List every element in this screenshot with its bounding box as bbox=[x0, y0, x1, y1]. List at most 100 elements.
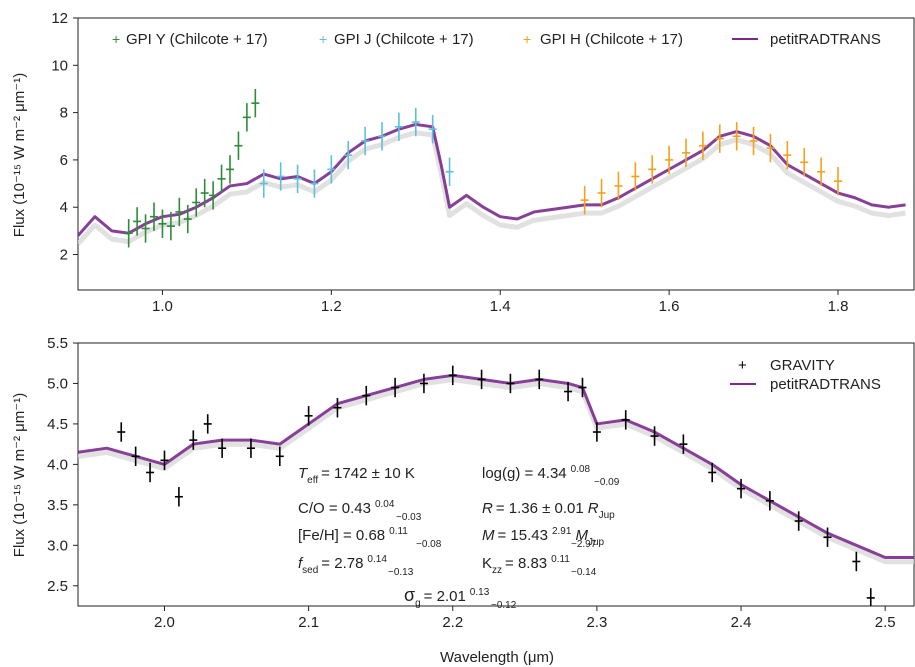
top-x-tick-label: 1.0 bbox=[152, 298, 173, 315]
gpi-h-chilcote-17-data-point bbox=[766, 133, 775, 163]
gravity-data-point bbox=[506, 373, 515, 394]
gravity-data-point bbox=[362, 385, 371, 406]
gpi-y-chilcote-17-data-point bbox=[226, 155, 234, 184]
gpi-j-chilcote-17-data-point bbox=[361, 126, 370, 156]
bottom-y-tick-label: 3.5 bbox=[47, 497, 68, 514]
gravity-data-point bbox=[737, 478, 746, 499]
gravity-data-point bbox=[419, 373, 428, 394]
gpi-h-chilcote-17-data-point bbox=[732, 122, 741, 151]
gravity-data-point bbox=[621, 410, 630, 430]
param-kzz: Kzz = 8.83 0.11 bbox=[482, 554, 570, 576]
gravity-data-point bbox=[448, 365, 457, 386]
gravity-data-point bbox=[391, 377, 400, 398]
gpi-h-chilcote-17-data-point bbox=[614, 171, 623, 201]
gpi-y-chilcote-17-data-point bbox=[192, 188, 201, 217]
bottom-x-tick-label: 2.3 bbox=[586, 614, 607, 631]
gravity-data-point bbox=[160, 450, 169, 471]
top-legend: + GPI Y (Chilcote + 17) + GPI J (Chilcot… bbox=[112, 31, 881, 48]
gpi-h-chilcote-17-data-point bbox=[597, 178, 606, 208]
param-co-lower: −0.03 bbox=[396, 512, 422, 523]
gpi-h-chilcote-17-data-point bbox=[715, 124, 724, 153]
gpi-j-chilcote-17-data-point bbox=[293, 164, 302, 194]
bottom-y-ticks: 2.5 3.0 3.5 4.0 4.5 5.0 5.5 bbox=[47, 335, 78, 595]
gpi-y-chilcote-17-data-point bbox=[166, 211, 175, 241]
bottom-plot-frame bbox=[77, 342, 915, 607]
bottom-plot-marks bbox=[78, 365, 914, 606]
gpi-h-chilcote-17-data-point bbox=[817, 157, 826, 186]
param-sigma-lower: −0.12 bbox=[491, 600, 517, 611]
petitradtrans-model-line bbox=[78, 122, 906, 237]
gpi-h-chilcote-17-data-point bbox=[631, 162, 640, 191]
param-logg: log(g) = 4.34 0.08 bbox=[482, 464, 591, 482]
petitradtrans-shadow-line bbox=[78, 130, 906, 246]
gpi-y-chilcote-17-data-point bbox=[158, 209, 167, 238]
gravity-data-point bbox=[275, 446, 284, 467]
gravity-data-point bbox=[333, 398, 342, 418]
top-x-tick-label: 1.4 bbox=[490, 298, 511, 315]
gpi-y-chilcote-17-data-point bbox=[124, 219, 133, 248]
top-y-tick-label: 4 bbox=[60, 199, 68, 216]
gravity-data-point bbox=[866, 588, 875, 606]
top-plot-frame bbox=[77, 17, 915, 291]
top-panel: 1.0 1.2 1.4 1.6 1.8 2 4 6 8 10 12 Flux (10⁻¹⁵ W m… bbox=[11, 10, 915, 315]
legend-label-gpi-h: GPI H (Chilcote + 17) bbox=[540, 31, 683, 48]
gravity-data-point bbox=[679, 434, 688, 454]
top-x-tick-label: 1.6 bbox=[659, 298, 680, 315]
gravity-data-point bbox=[794, 511, 803, 531]
gravity-data-point bbox=[146, 462, 155, 483]
gpi-j-chilcote-17-data-point bbox=[378, 122, 386, 151]
param-fsed: fsed = 2.78 0.14 bbox=[298, 554, 387, 576]
gpi-h-chilcote-17-data-point bbox=[834, 167, 842, 196]
gpi-j-chilcote-17-data-point bbox=[445, 157, 454, 186]
gpi-j-chilcote-17-data-point bbox=[428, 114, 437, 144]
top-y-tick-label: 12 bbox=[51, 10, 68, 27]
gravity-data-point bbox=[823, 527, 832, 547]
bottom-panel: 2.0 2.1 2.2 2.3 2.4 2.5 2.5 3.0 3.5 4.0 4.5 5.0 5.5… bbox=[11, 335, 915, 666]
gravity-data-point bbox=[189, 430, 198, 450]
gravity-data-point bbox=[852, 551, 861, 572]
top-x-tick-label: 1.8 bbox=[828, 298, 849, 315]
bottom-x-tick-label: 2.1 bbox=[298, 614, 319, 631]
gpi-y-chilcote-17-data-point bbox=[200, 178, 209, 208]
gpi-y-chilcote-17-data-point bbox=[141, 214, 150, 243]
gpi-j-chilcote-17-data-point bbox=[411, 107, 420, 137]
gpi-h-chilcote-17-data-point bbox=[783, 140, 792, 170]
gpi-y-chilcote-17-data-point bbox=[209, 181, 218, 210]
legend-label-gpi-y: GPI Y (Chilcote + 17) bbox=[126, 31, 268, 48]
param-sigma: σg = 2.01 0.13 bbox=[404, 585, 490, 609]
legend-marker-gpi-j: + bbox=[319, 31, 327, 47]
gpi-j-chilcote-17-data-point bbox=[394, 112, 403, 141]
gravity-data-point bbox=[131, 446, 140, 467]
gpi-h-chilcote-17-data-point bbox=[682, 138, 690, 168]
param-feh-lower: −0.08 bbox=[416, 539, 442, 550]
gravity-data-point bbox=[304, 406, 313, 426]
bottom-y-tick-label: 5.5 bbox=[47, 335, 68, 352]
bottom-y-tick-label: 4.5 bbox=[47, 416, 68, 433]
top-series-group bbox=[78, 88, 906, 248]
gravity-data-point bbox=[174, 487, 183, 507]
gravity-data-point bbox=[218, 438, 227, 458]
gpi-h-chilcote-17-data-point bbox=[749, 126, 758, 156]
gpi-y-chilcote-17-data-point bbox=[217, 164, 226, 194]
bottom-x-tick-label: 2.0 bbox=[154, 614, 175, 631]
gravity-data-point bbox=[708, 462, 717, 483]
gpi-y-chilcote-17-data-point bbox=[150, 202, 158, 231]
bottom-legend: + GRAVITY petitRADTRANS bbox=[730, 357, 881, 393]
gpi-y-chilcote-17-data-point bbox=[242, 103, 251, 132]
legend-label-gravity: GRAVITY bbox=[770, 357, 835, 374]
param-fsed-lower: −0.13 bbox=[388, 567, 414, 578]
gpi-j-chilcote-17-data-point bbox=[310, 169, 319, 198]
gpi-j-chilcote-17-data-point bbox=[259, 169, 268, 198]
gravity-data-point bbox=[564, 381, 573, 402]
top-y-tick-label: 2 bbox=[60, 247, 68, 264]
param-co: C/O = 0.43 0.04 bbox=[298, 499, 395, 517]
bottom-y-tick-label: 4.0 bbox=[47, 456, 68, 473]
top-plot-marks bbox=[78, 88, 906, 248]
gravity-data-point bbox=[765, 491, 774, 511]
bottom-y-tick-label: 2.5 bbox=[47, 578, 68, 595]
gravity-data-point bbox=[592, 422, 601, 442]
gravity-data-point bbox=[477, 369, 486, 390]
top-x-tick-label: 1.2 bbox=[321, 298, 342, 315]
top-y-tick-label: 6 bbox=[60, 152, 68, 169]
bottom-x-ticks: 2.0 2.1 2.2 2.3 2.4 2.5 bbox=[154, 606, 896, 631]
